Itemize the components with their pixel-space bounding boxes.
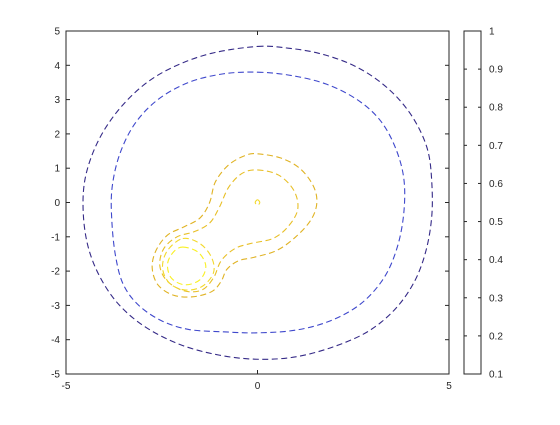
y-tick-label: 5 [54, 27, 60, 38]
x-tick-label: 5 [446, 381, 452, 392]
y-tick-label: 4 [54, 61, 60, 72]
y-tick-label: 1 [54, 164, 60, 175]
contour-line-1-0 [110, 71, 406, 334]
contour-line-5-0 [166, 246, 207, 286]
contour-line-2-0 [151, 152, 318, 298]
y-tick-label: -4 [51, 335, 60, 346]
y-tick-label: 2 [54, 129, 60, 140]
contour-line-0-0 [82, 45, 433, 360]
colorbar-tick-label: 0.7 [489, 141, 503, 152]
contour-line-3-0 [159, 169, 299, 293]
colorbar-tick-label: 0.9 [489, 65, 503, 76]
colorbar: 1 0.9 0.8 0.7 0.6 0.5 0.4 0.3 0.2 0.1 [463, 27, 503, 381]
contour-line-4-0 [161, 237, 215, 291]
y-tick-label: 0 [54, 198, 60, 209]
x-tick-label: 0 [255, 381, 261, 392]
y-tick-label: -3 [51, 301, 60, 312]
colorbar-gradient [463, 30, 482, 375]
colorbar-tick-label: 0.1 [489, 370, 503, 381]
plot-area: -5 0 5 5 4 3 2 1 0 -1 -2 -3 -4 -5 [51, 27, 452, 393]
colorbar-tick-label: 0.5 [489, 217, 503, 228]
colorbar-tick-label: 0.8 [489, 103, 503, 114]
x-tick-label: -5 [62, 381, 71, 392]
contour-line-4-1 [254, 199, 261, 206]
y-tick-label: -5 [51, 370, 60, 381]
y-tick-label: 3 [54, 95, 60, 106]
y-tick-label: -1 [51, 232, 60, 243]
colorbar-tick-label: 0.4 [489, 255, 503, 266]
colorbar-tick-label: 1 [489, 27, 495, 38]
plot-frame [65, 30, 450, 375]
colorbar-tick-label: 0.6 [489, 179, 503, 190]
y-tick-label: -2 [51, 267, 60, 278]
colorbar-tick-label: 0.3 [489, 293, 503, 304]
colorbar-tick-label: 0.2 [489, 331, 503, 342]
